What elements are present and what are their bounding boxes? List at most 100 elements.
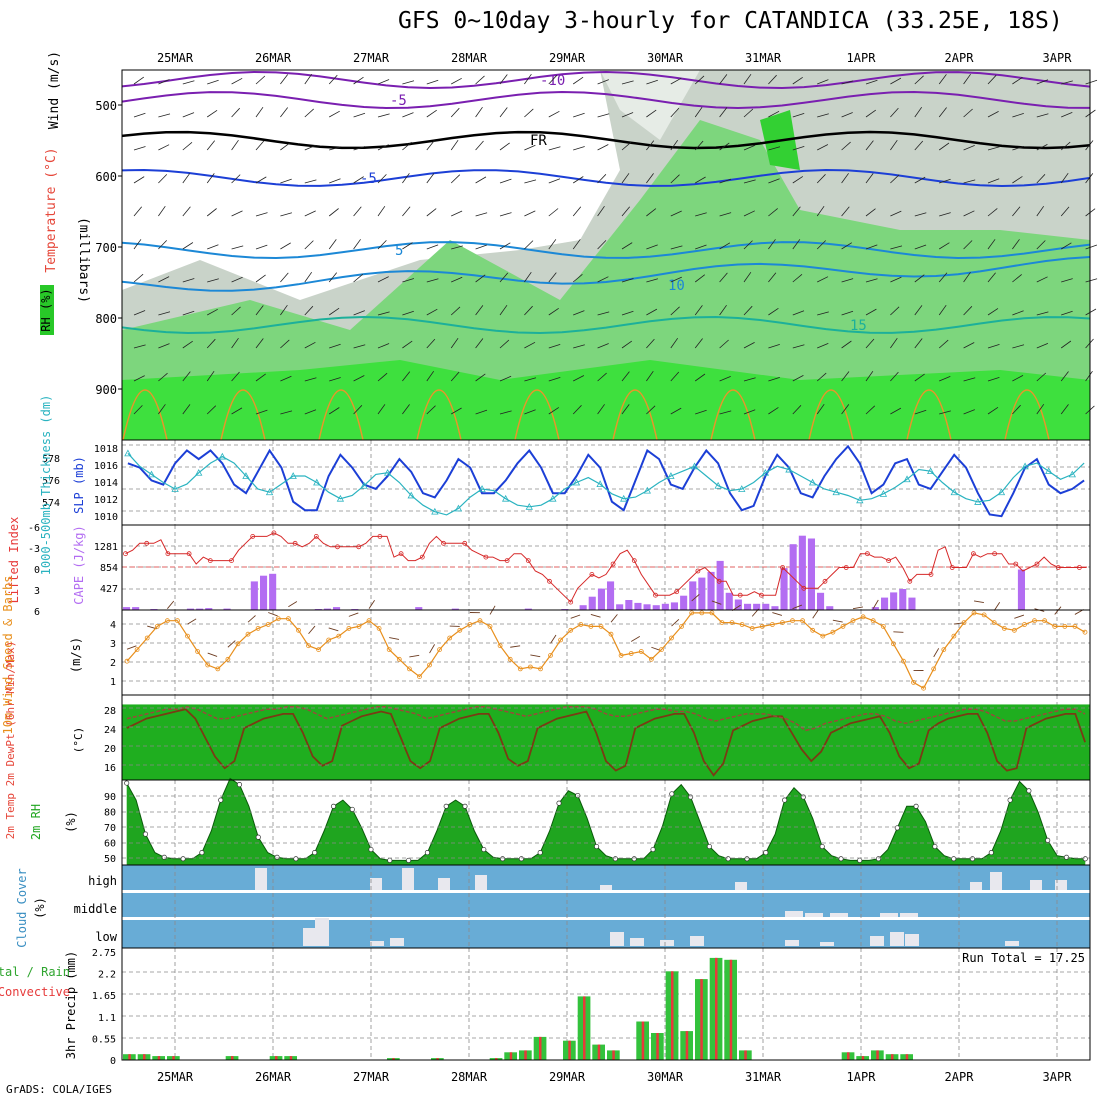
wind-barb	[402, 206, 411, 217]
wind-barb	[158, 79, 170, 85]
rh-line	[126, 777, 1086, 861]
wind-barb	[621, 242, 633, 250]
rh-marker	[744, 856, 750, 862]
wind-barb	[524, 341, 536, 349]
wind-barb	[987, 178, 1000, 184]
wind-barb	[743, 179, 756, 184]
wind-barb	[817, 144, 829, 151]
wind-speed-marker	[205, 662, 211, 668]
wind-barb	[890, 139, 898, 151]
isotherm-contour	[121, 130, 1091, 150]
surface-wind-barb	[610, 614, 618, 623]
wind-barb	[743, 342, 755, 349]
cape-bar	[899, 589, 907, 610]
rh-marker	[688, 794, 694, 800]
wind-barb	[548, 74, 558, 85]
isotherm-label: -5	[360, 171, 377, 187]
date-label-top: 26MAR	[255, 51, 292, 65]
wind-barb	[670, 245, 683, 250]
warm-contour	[220, 389, 266, 441]
wind-barb	[450, 371, 460, 382]
thickness-marker	[1068, 470, 1076, 478]
wind-barb	[695, 176, 706, 184]
wind-barb	[1060, 242, 1072, 250]
wind-barb	[939, 410, 951, 415]
warm-contour	[416, 389, 462, 441]
rh-marker	[1063, 854, 1070, 860]
thickness-marker	[667, 472, 675, 479]
wind-barb	[524, 73, 532, 85]
pressure-tick: 600	[95, 170, 117, 184]
wind-barb	[255, 244, 268, 250]
thickness-label: 1000-500mb Thickness (dm)	[39, 395, 53, 576]
wind-barb	[231, 407, 243, 415]
rh-marker	[218, 797, 224, 803]
wind-speed-marker	[316, 647, 322, 652]
surface-wind-barb	[510, 645, 521, 648]
rh-marker	[1045, 837, 1051, 843]
wind-barb	[743, 240, 753, 250]
wind-barb	[475, 274, 486, 283]
lifted-index-marker	[737, 592, 743, 598]
wind-barb	[451, 276, 463, 283]
wind-barb	[768, 110, 780, 118]
wind-speed-marker	[880, 624, 886, 629]
wind-speed-marker	[467, 622, 473, 627]
wind-barb	[182, 340, 193, 349]
precip-tick: 2.75	[92, 948, 116, 959]
wind-barb	[694, 305, 703, 316]
date-label-bottom: 29MAR	[549, 1070, 586, 1084]
wind-barb	[597, 205, 605, 217]
thickness-marker	[124, 449, 132, 457]
wind-barb	[572, 176, 584, 184]
wind-barb	[719, 107, 728, 118]
wind-barb	[987, 74, 997, 85]
rh-marker	[575, 792, 581, 799]
cloud-high-bar	[255, 868, 267, 890]
wind-barb	[792, 375, 804, 382]
wind-speed-marker	[487, 624, 493, 629]
lifted-index-marker	[483, 554, 489, 560]
cloud-low-bar	[905, 934, 919, 946]
wind-barb	[792, 176, 804, 184]
wind-barb	[280, 74, 289, 85]
rh-marker	[612, 856, 618, 862]
cape-bar	[597, 588, 605, 610]
wind-barb	[280, 178, 292, 184]
wind-speed-marker	[800, 618, 805, 624]
temp2m-unit: (°C)	[72, 727, 85, 754]
surface-wind-barb	[1014, 614, 1025, 619]
wind-barb	[158, 372, 168, 382]
wind-barb	[841, 340, 852, 349]
thickness-marker	[1045, 467, 1053, 475]
isotherm-contour	[121, 90, 1091, 110]
wind-barb	[792, 113, 805, 118]
surface-wind-barb	[872, 599, 879, 609]
wind-barb	[963, 271, 971, 283]
rh-marker	[349, 806, 355, 812]
lifted-index-marker	[165, 551, 171, 557]
temp-tick: 28	[104, 706, 116, 717]
wind-barb	[841, 278, 854, 283]
date-label-bottom: 30MAR	[647, 1070, 684, 1084]
convective-bar	[744, 1050, 747, 1060]
wind-barb	[694, 106, 703, 118]
cape-bar	[771, 606, 779, 610]
wind-barb	[938, 242, 950, 250]
wind-barb	[670, 139, 679, 151]
wind-speed-marker	[144, 635, 150, 641]
wind-barb	[231, 276, 243, 283]
wind-barb	[841, 80, 854, 85]
isotherm-contour	[121, 70, 1091, 90]
rh-marker	[387, 857, 393, 863]
wind-barb	[207, 79, 219, 85]
wind-barb	[719, 178, 732, 184]
lifted-index-marker	[865, 551, 870, 557]
cape-bar	[196, 608, 204, 610]
wind-barb	[890, 306, 900, 316]
wind-barb	[524, 240, 534, 250]
wind-barb	[475, 106, 483, 118]
wind-barb	[353, 239, 361, 250]
surface-wind-barb	[328, 627, 339, 632]
rh-marker	[1007, 797, 1013, 803]
